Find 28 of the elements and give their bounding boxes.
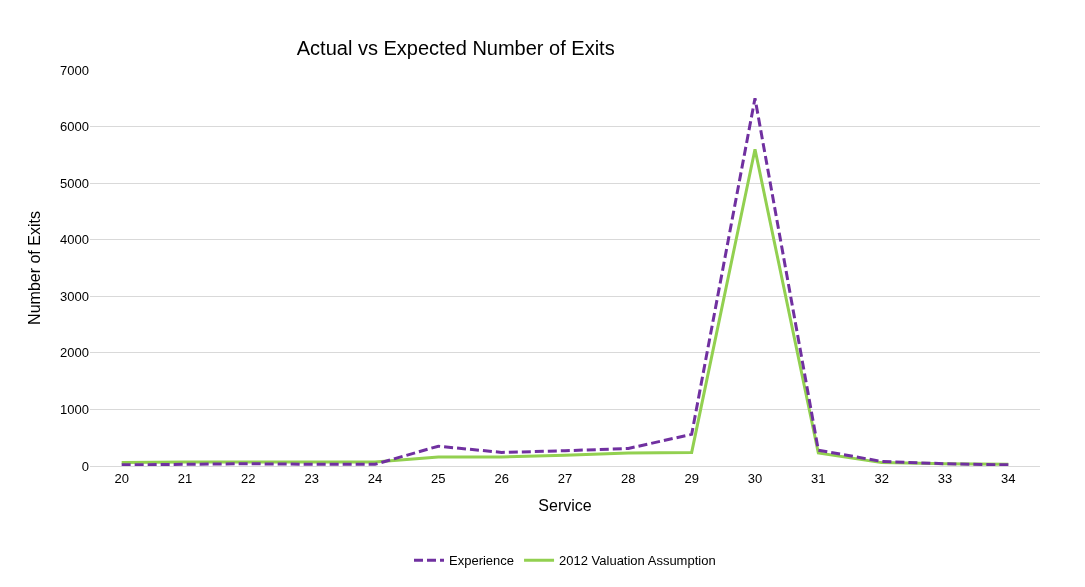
x-tick-label: 31 [811, 470, 826, 486]
x-tick-label: 30 [747, 470, 763, 486]
legend-label: 2012 Valuation Assumption [559, 553, 716, 569]
chart-title: Actual vs Expected Number of Exits [296, 37, 615, 60]
y-axis-title: Number of Exits [25, 211, 43, 325]
y-tick-label: 0 [81, 458, 89, 474]
y-tick-label: 3000 [60, 288, 89, 304]
x-tick-label: 29 [684, 470, 699, 486]
x-tick-label: 24 [367, 470, 383, 486]
x-tick-label: 26 [494, 470, 509, 486]
y-tick-label: 2000 [60, 345, 89, 361]
x-tick-label: 23 [304, 470, 319, 486]
x-tick-label: 28 [621, 470, 636, 486]
x-axis-title: Service [538, 497, 592, 515]
y-tick-label: 4000 [60, 232, 89, 248]
x-tick-label: 27 [557, 470, 573, 486]
y-tick-label: 5000 [60, 175, 89, 191]
x-tick-label: 32 [874, 470, 889, 486]
x-tick-label: 34 [1001, 470, 1016, 486]
legend-label: Experience [449, 553, 515, 569]
y-tick-label: 6000 [60, 119, 89, 135]
x-tick-label: 22 [241, 470, 256, 486]
x-tick-label: 21 [177, 470, 193, 486]
y-tick-label: 1000 [60, 401, 89, 417]
x-tick-label: 25 [431, 470, 446, 486]
x-tick-label: 20 [114, 470, 129, 486]
y-tick-label: 7000 [60, 62, 89, 78]
x-tick-label: 33 [937, 470, 953, 486]
